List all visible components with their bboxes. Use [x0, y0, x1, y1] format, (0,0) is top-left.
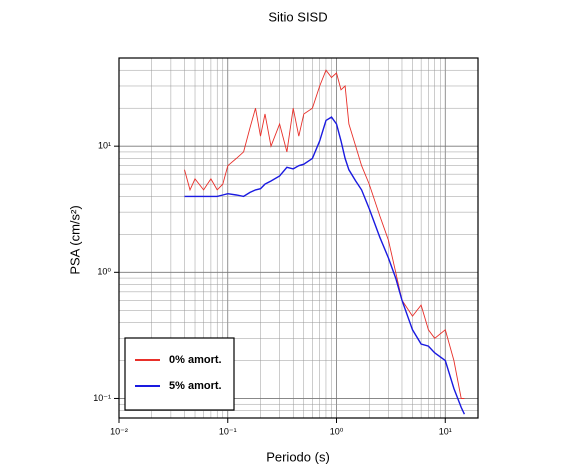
legend-label: 5% amort. [169, 380, 222, 392]
legend-label: 0% amort. [169, 354, 222, 366]
x-tick-label: 10¹ [439, 426, 452, 436]
plot-frame [118, 57, 479, 419]
legend-box [124, 337, 235, 411]
x-axis-label: Periodo (s) [266, 449, 330, 464]
series-line [184, 69, 465, 399]
x-tick-label: 10⁻² [110, 426, 128, 436]
y-tick-label: 10⁻¹ [93, 393, 111, 403]
chart-title: Sitio SISD [268, 9, 327, 24]
y-axis-label: PSA (cm/s²) [67, 205, 82, 274]
y-tick-label: 10⁰ [97, 267, 111, 277]
series-line [184, 116, 466, 415]
x-tick-label: 10⁰ [330, 426, 344, 436]
x-tick-label: 10⁻¹ [219, 426, 237, 436]
y-tick-label: 10¹ [98, 141, 111, 151]
